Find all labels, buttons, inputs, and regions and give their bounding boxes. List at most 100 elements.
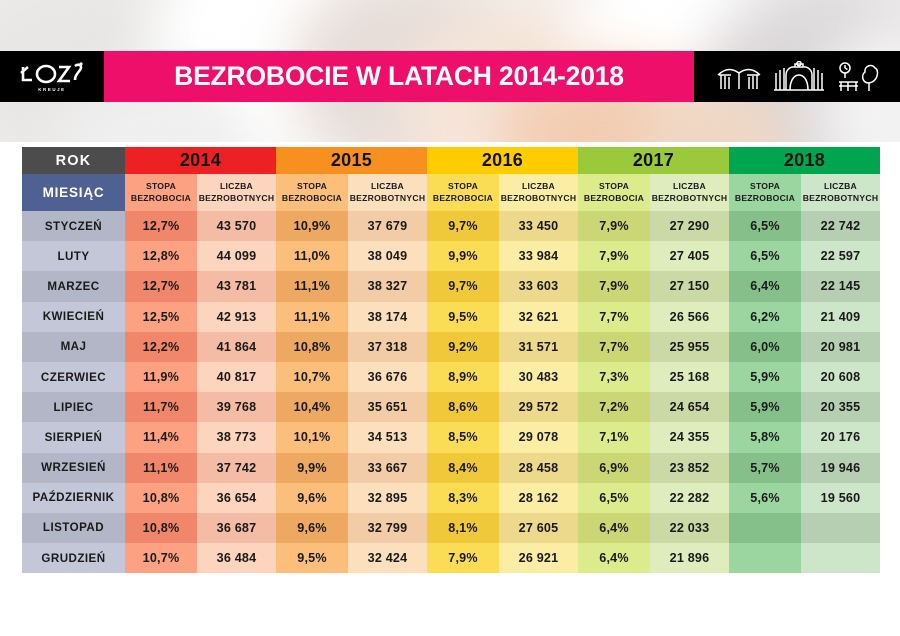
sub-line-1: STOPA	[749, 181, 781, 192]
count-cell-2016: 32 621	[499, 301, 578, 332]
month-label: SIERPIEŃ	[22, 422, 125, 453]
month-label: LIPIEC	[22, 392, 125, 423]
park-bench-tree-icon	[838, 61, 878, 91]
header-band: KREUJE BEZROBOCIE W LATACH 2014-2018	[0, 51, 900, 102]
month-label: GRUDZIEŃ	[22, 543, 125, 574]
rate-cell-2015: 9,5%	[276, 543, 348, 574]
rate-cell-2015: 11,1%	[276, 271, 348, 302]
count-cell-2016: 28 162	[499, 482, 578, 513]
rate-cell-2018: 5,6%	[729, 482, 801, 513]
month-label: MARZEC	[22, 271, 125, 302]
rate-cell-2014: 11,9%	[125, 361, 197, 393]
count-cell-2017: 27 405	[650, 241, 729, 272]
count-cell-2016: 28 458	[499, 452, 578, 483]
rate-cell-2015: 9,6%	[276, 482, 348, 513]
count-cell-2016: 33 450	[499, 211, 578, 242]
count-cell-2016: 29 572	[499, 392, 578, 423]
subheader-count-2015: LICZBA BEZROBOTNYCH	[348, 174, 427, 211]
rate-cell-2017: 7,7%	[578, 331, 650, 362]
year-header-2015[interactable]: 2015	[276, 147, 427, 174]
rate-cell-2018: 6,2%	[729, 301, 801, 332]
rate-cell-2016: 9,5%	[427, 301, 499, 332]
count-cell-2015: 34 513	[348, 422, 427, 453]
rate-cell-2017: 6,4%	[578, 512, 650, 544]
count-cell-2015: 37 679	[348, 211, 427, 242]
sub-line-2: BEZROBOCIA	[281, 192, 343, 203]
table-row: WRZESIEŃ 11,1% 37 742 9,9% 33 667 8,4% 28 458 6…	[22, 452, 880, 483]
count-cell-2015: 37 318	[348, 331, 427, 362]
count-cell-2014: 40 817	[197, 361, 276, 393]
page-title: BEZROBOCIE W LATACH 2014-2018	[174, 61, 624, 91]
rate-cell-2018: 5,8%	[729, 422, 801, 453]
table-row: GRUDZIEŃ 10,7% 36 484 9,5% 32 424 7,9% 26 921 6…	[22, 543, 880, 574]
rate-cell-2014: 12,7%	[125, 211, 197, 242]
count-cell-2018: 22 742	[801, 211, 880, 242]
year-header-2017[interactable]: 2017	[578, 147, 729, 174]
title-banner: BEZROBOCIE W LATACH 2014-2018	[104, 51, 694, 102]
count-cell-2015: 38 049	[348, 241, 427, 272]
rate-cell-2016: 8,5%	[427, 422, 499, 453]
year-header-2016[interactable]: 2016	[427, 147, 578, 174]
rate-cell-2017: 7,2%	[578, 392, 650, 423]
subheader-row: MIESIĄC STOPA BEZROBOCIA LICZBA BEZROBOT…	[22, 174, 880, 211]
sub-line-2: BEZROBOTNYCH	[349, 192, 426, 203]
corner-year-label: ROK	[22, 147, 125, 174]
year-header-2018[interactable]: 2018	[729, 147, 880, 174]
table-head: ROK 2014 2015 2016 2017 2018 MIESIĄC STO…	[22, 147, 880, 211]
month-label: CZERWIEC	[22, 361, 125, 393]
rate-cell-2015: 11,0%	[276, 241, 348, 272]
month-label: LISTOPAD	[22, 512, 125, 544]
subheader-count-2017: LICZBA BEZROBOTNYCH	[650, 174, 729, 211]
rate-cell-2017: 7,9%	[578, 271, 650, 302]
sub-line-1: LICZBA	[370, 181, 404, 192]
month-label: MAJ	[22, 331, 125, 362]
month-label: PAŹDZIERNIK	[22, 482, 125, 513]
count-cell-2018: 22 145	[801, 271, 880, 302]
count-cell-2018	[801, 543, 880, 574]
gate-archway-icon	[774, 60, 824, 91]
table-body: STYCZEŃ 12,7% 43 570 10,9% 37 679 9,7% 33 450 7…	[22, 211, 880, 574]
unemployment-table-container: ROK 2014 2015 2016 2017 2018 MIESIĄC STO…	[22, 147, 880, 574]
rate-cell-2014: 12,8%	[125, 241, 197, 272]
subheader-rate-2014: STOPA BEZROBOCIA	[125, 174, 197, 211]
count-cell-2016: 27 605	[499, 512, 578, 544]
rate-cell-2018: 6,5%	[729, 241, 801, 272]
count-cell-2018: 21 409	[801, 301, 880, 332]
count-cell-2018: 20 608	[801, 361, 880, 393]
sub-line-1: LICZBA	[521, 181, 555, 192]
sub-line-2: BEZROBOCIA	[734, 192, 796, 203]
rate-cell-2016: 7,9%	[427, 543, 499, 574]
table-row: MAJ 12,2% 41 864 10,8% 37 318 9,2% 31 571 7,7% 2…	[22, 331, 880, 362]
rate-cell-2016: 9,7%	[427, 271, 499, 302]
rate-cell-2017: 7,1%	[578, 422, 650, 453]
count-cell-2016: 30 483	[499, 361, 578, 393]
count-cell-2017: 21 896	[650, 543, 729, 574]
rate-cell-2017: 7,9%	[578, 211, 650, 242]
sub-line-1: LICZBA	[672, 181, 706, 192]
rate-cell-2017: 7,7%	[578, 301, 650, 332]
rate-cell-2016: 8,4%	[427, 452, 499, 483]
rate-cell-2014: 11,1%	[125, 452, 197, 483]
rate-cell-2015: 9,9%	[276, 452, 348, 483]
rate-cell-2015: 10,8%	[276, 331, 348, 362]
count-cell-2017: 24 654	[650, 392, 729, 423]
rate-cell-2014: 10,8%	[125, 512, 197, 544]
rate-cell-2017: 6,4%	[578, 543, 650, 574]
count-cell-2014: 36 484	[197, 543, 276, 574]
rate-cell-2016: 8,1%	[427, 512, 499, 544]
count-cell-2018: 19 560	[801, 482, 880, 513]
sub-line-1: LICZBA	[823, 181, 857, 192]
month-label: KWIECIEŃ	[22, 301, 125, 332]
rate-cell-2018	[729, 543, 801, 574]
subheader-count-2014: LICZBA BEZROBOTNYCH	[197, 174, 276, 211]
year-header-2014[interactable]: 2014	[125, 147, 276, 174]
sub-line-2: BEZROBOTNYCH	[651, 192, 728, 203]
lodz-logo-container[interactable]: KREUJE	[0, 51, 104, 102]
rate-cell-2018: 6,5%	[729, 211, 801, 242]
sub-line-2: BEZROBOCIA	[432, 192, 494, 203]
count-cell-2014: 43 570	[197, 211, 276, 242]
count-cell-2017: 24 355	[650, 422, 729, 453]
sub-line-2: BEZROBOTNYCH	[198, 192, 275, 203]
count-cell-2014: 36 654	[197, 482, 276, 513]
rate-cell-2015: 10,4%	[276, 392, 348, 423]
